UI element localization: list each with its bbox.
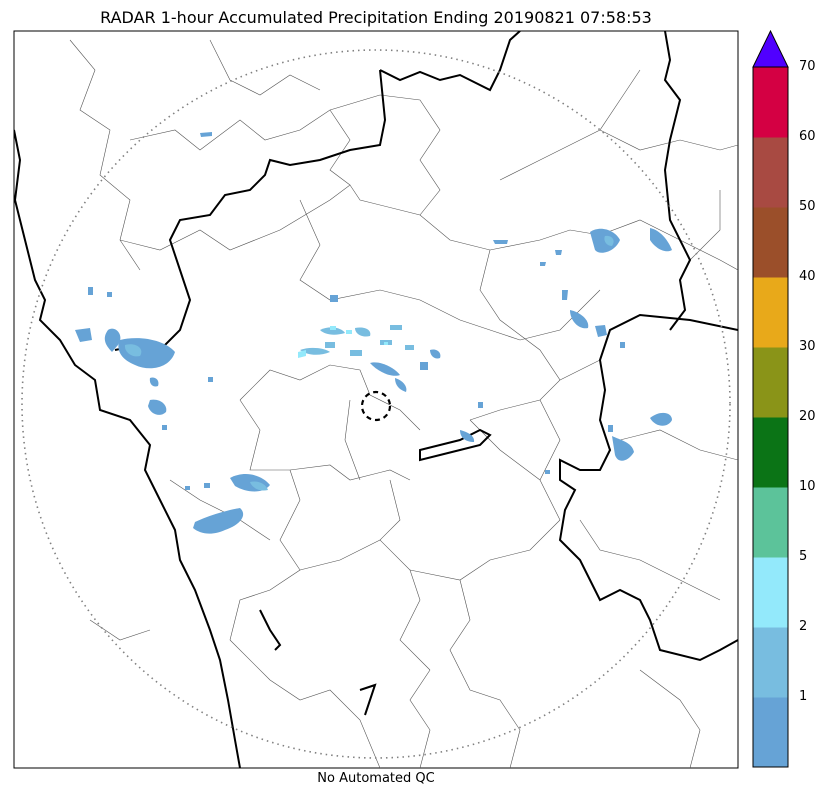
colorbar-tick-label: 20 (799, 409, 816, 424)
colorbar-segment (753, 67, 788, 138)
colorbar-segment (753, 207, 788, 278)
colorbar-segment (753, 697, 788, 768)
radar-site-marker (360, 390, 392, 422)
map-frame (13, 30, 739, 769)
precip-echoes (75, 132, 672, 534)
colorbar (752, 29, 789, 768)
colorbar-segment (753, 557, 788, 628)
precip-light (75, 132, 672, 534)
qc-note: No Automated QC (317, 771, 435, 786)
colorbar-segment (753, 487, 788, 558)
colorbar-segment (753, 627, 788, 698)
colorbar-tick-label: 2 (799, 619, 808, 634)
colorbar-segment (753, 347, 788, 418)
state-boundaries (14, 31, 738, 768)
colorbar-tick-label: 5 (799, 549, 808, 564)
plot-title: RADAR 1-hour Accumulated Precipitation E… (100, 8, 652, 27)
colorbar-tick-label: 1 (799, 689, 808, 704)
colorbar-tick-label: 40 (799, 269, 816, 284)
colorbar-segment (753, 137, 788, 208)
colorbar-extend-triangle (752, 29, 789, 68)
colorbar-tick-label: 10 (799, 479, 816, 494)
radar-range-ring (21, 49, 731, 759)
colorbar-segment (753, 417, 788, 488)
district-boundaries (69, 39, 738, 768)
colorbar-tick-label: 70 (799, 59, 816, 74)
precip-cyan (298, 326, 388, 358)
colorbar-tick-label: 50 (799, 199, 816, 214)
colorbar-tick-label: 60 (799, 129, 816, 144)
colorbar-tick-label: 30 (799, 339, 816, 354)
colorbar-segment (753, 277, 788, 348)
precip-mid (124, 235, 614, 491)
colorbar-frame (752, 66, 789, 768)
